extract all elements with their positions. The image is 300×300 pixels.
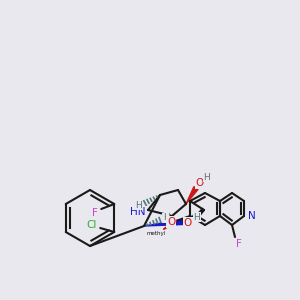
Text: O: O (196, 178, 204, 188)
Text: N: N (186, 218, 194, 228)
Text: N: N (248, 211, 256, 221)
Text: HN: HN (130, 207, 146, 217)
Polygon shape (186, 187, 198, 204)
Text: F: F (92, 208, 98, 218)
Text: H: H (163, 214, 170, 223)
Text: O: O (167, 217, 175, 227)
Text: H: H (136, 200, 142, 209)
Text: H: H (194, 212, 200, 221)
Polygon shape (144, 220, 183, 226)
Text: methyl: methyl (146, 232, 166, 236)
Text: Cl: Cl (86, 220, 96, 230)
Text: H: H (204, 172, 210, 182)
Text: O: O (184, 218, 192, 228)
Text: F: F (236, 239, 242, 249)
